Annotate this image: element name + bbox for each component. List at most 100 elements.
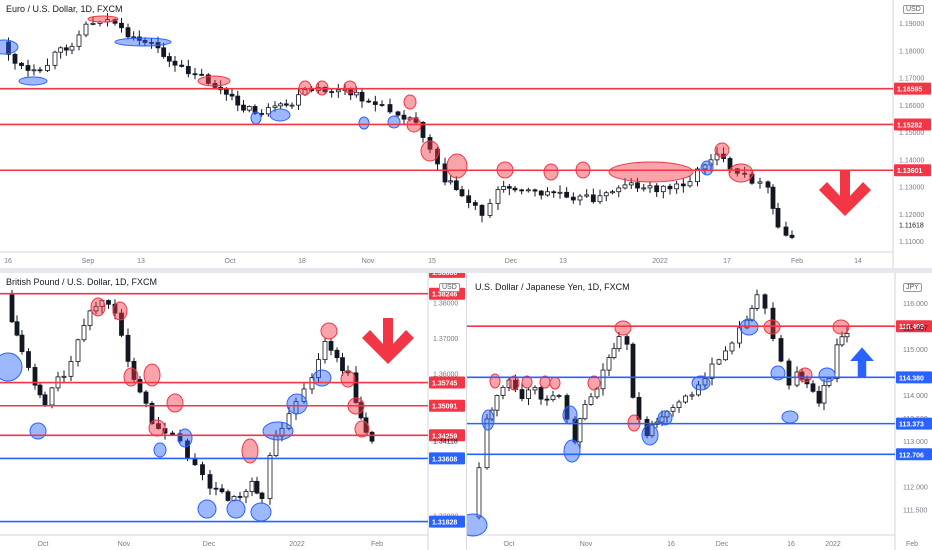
- candle-body: [622, 184, 628, 189]
- candle-body: [472, 202, 478, 206]
- candle-body: [61, 375, 67, 378]
- x-tick-label: Dec: [203, 541, 216, 548]
- support-highlight: [0, 352, 23, 382]
- support-highlight: [467, 513, 488, 537]
- x-tick-label: 13: [559, 258, 567, 265]
- support-highlight: [250, 111, 262, 125]
- arrow-down-icon: [819, 170, 871, 216]
- chart-title: Euro / U.S. Dollar, 1D, FXCM: [6, 4, 123, 14]
- candle-body: [170, 432, 175, 435]
- y-tick-label: 1.37000: [433, 336, 458, 343]
- candle-body: [519, 389, 525, 399]
- y-tick-label: 113.000: [903, 439, 928, 446]
- candle-body: [254, 480, 260, 494]
- y-tick-label: 1.12000: [899, 212, 924, 219]
- support-highlight: [387, 115, 401, 129]
- candle-body: [584, 194, 590, 197]
- level-price-tag: [896, 448, 932, 461]
- candle-body: [286, 413, 292, 429]
- currency-badge[interactable]: JPY: [903, 283, 922, 292]
- candle-body: [90, 22, 96, 25]
- y-tick-label: 1.36000: [433, 371, 458, 378]
- resistance-highlight: [343, 80, 357, 94]
- y-tick-label: 114.000: [903, 393, 928, 400]
- resistance-highlight: [714, 142, 730, 158]
- candle-body: [340, 357, 345, 372]
- candle-body: [137, 379, 143, 393]
- support-highlight: [226, 499, 246, 519]
- candle-body: [205, 74, 211, 84]
- chart-title: U.S. Dollar / Japanese Yen, 1D, FXCM: [475, 282, 630, 292]
- candle-body: [334, 349, 340, 359]
- candle-body: [172, 60, 178, 66]
- y-tick-label: 1.18000: [899, 48, 924, 55]
- y-tick-label: 112.000: [903, 485, 928, 492]
- candle-body: [25, 65, 31, 71]
- level-price-label: 114.380: [899, 375, 924, 382]
- resistance-highlight: [420, 140, 440, 162]
- x-tick-label: 14: [854, 258, 862, 265]
- candle-body: [501, 186, 507, 190]
- candle-body: [401, 114, 407, 120]
- level-price-tag: [429, 452, 465, 465]
- candle-body: [603, 192, 609, 197]
- support-highlight: [691, 375, 711, 391]
- panel-divider[interactable]: [0, 268, 932, 273]
- candle-body: [500, 386, 506, 396]
- candle-body: [87, 310, 93, 326]
- chart-svg-gbpusd: 1.380001.370001.360001.32000OctNovDec202…: [0, 273, 465, 550]
- candle-body: [570, 196, 576, 201]
- level-price-tag: [896, 371, 932, 384]
- candle-body: [737, 327, 742, 344]
- level-price-label: 1.31828: [432, 520, 457, 527]
- candle-body: [564, 191, 570, 198]
- x-tick-label: Oct: [504, 541, 515, 548]
- currency-badge[interactable]: USD: [903, 5, 924, 14]
- support-highlight: [641, 424, 659, 446]
- candle-body: [783, 226, 789, 236]
- candle-body: [597, 195, 603, 203]
- candle-body: [821, 384, 827, 404]
- x-tick-label: 16: [667, 541, 675, 548]
- level-price-label: 1.15282: [897, 122, 922, 129]
- y-tick-label: 115.000: [903, 347, 928, 354]
- candle-body: [58, 47, 64, 53]
- candle-body: [762, 294, 768, 309]
- level-price-label: 1.35745: [432, 381, 457, 388]
- resistance-highlight: [354, 420, 370, 438]
- currency-badge[interactable]: USD: [439, 283, 460, 292]
- candle-body: [63, 47, 69, 51]
- candle-body: [610, 191, 615, 194]
- candle-body: [235, 95, 241, 106]
- chart-title: British Pound / U.S. Dollar, 1D, FXCM: [6, 277, 158, 287]
- resistance-highlight: [143, 363, 161, 387]
- candle-body: [799, 371, 805, 380]
- chart-svg-eurusd: 1.19000 1.18000 1.17000 1.16000 1.15000 1.140…: [0, 0, 931, 268]
- y-tick-label: 1.15000: [899, 130, 924, 137]
- candle-body: [702, 164, 708, 170]
- arrow-up-icon: [850, 347, 874, 378]
- candle-body: [259, 492, 265, 499]
- chart-panel-usdjpy: U.S. Dollar / Japanese Yen, 1D, FXCM JPY…: [466, 273, 932, 550]
- support-highlight: [818, 367, 836, 383]
- resistance-highlight: [241, 438, 259, 464]
- candle-body: [616, 336, 622, 350]
- candle-body: [229, 93, 235, 97]
- y-tick-label: 1.16000: [899, 103, 924, 110]
- resistance-highlight: [403, 94, 417, 110]
- candle-body: [624, 336, 630, 345]
- candle-body: [676, 401, 682, 408]
- candle-body: [734, 168, 740, 174]
- candle-body: [770, 307, 776, 339]
- candle-body: [83, 23, 89, 36]
- resistance-highlight: [489, 373, 501, 389]
- candle-body: [538, 387, 544, 400]
- x-tick-label: Oct: [225, 258, 236, 265]
- candle-body: [199, 73, 205, 76]
- resistance-highlight: [508, 375, 520, 391]
- x-tick-label: 17: [723, 258, 731, 265]
- candle-body: [484, 418, 490, 469]
- candle-body: [265, 107, 271, 115]
- x-tick-label: Nov: [118, 541, 131, 548]
- candle-body: [420, 122, 426, 138]
